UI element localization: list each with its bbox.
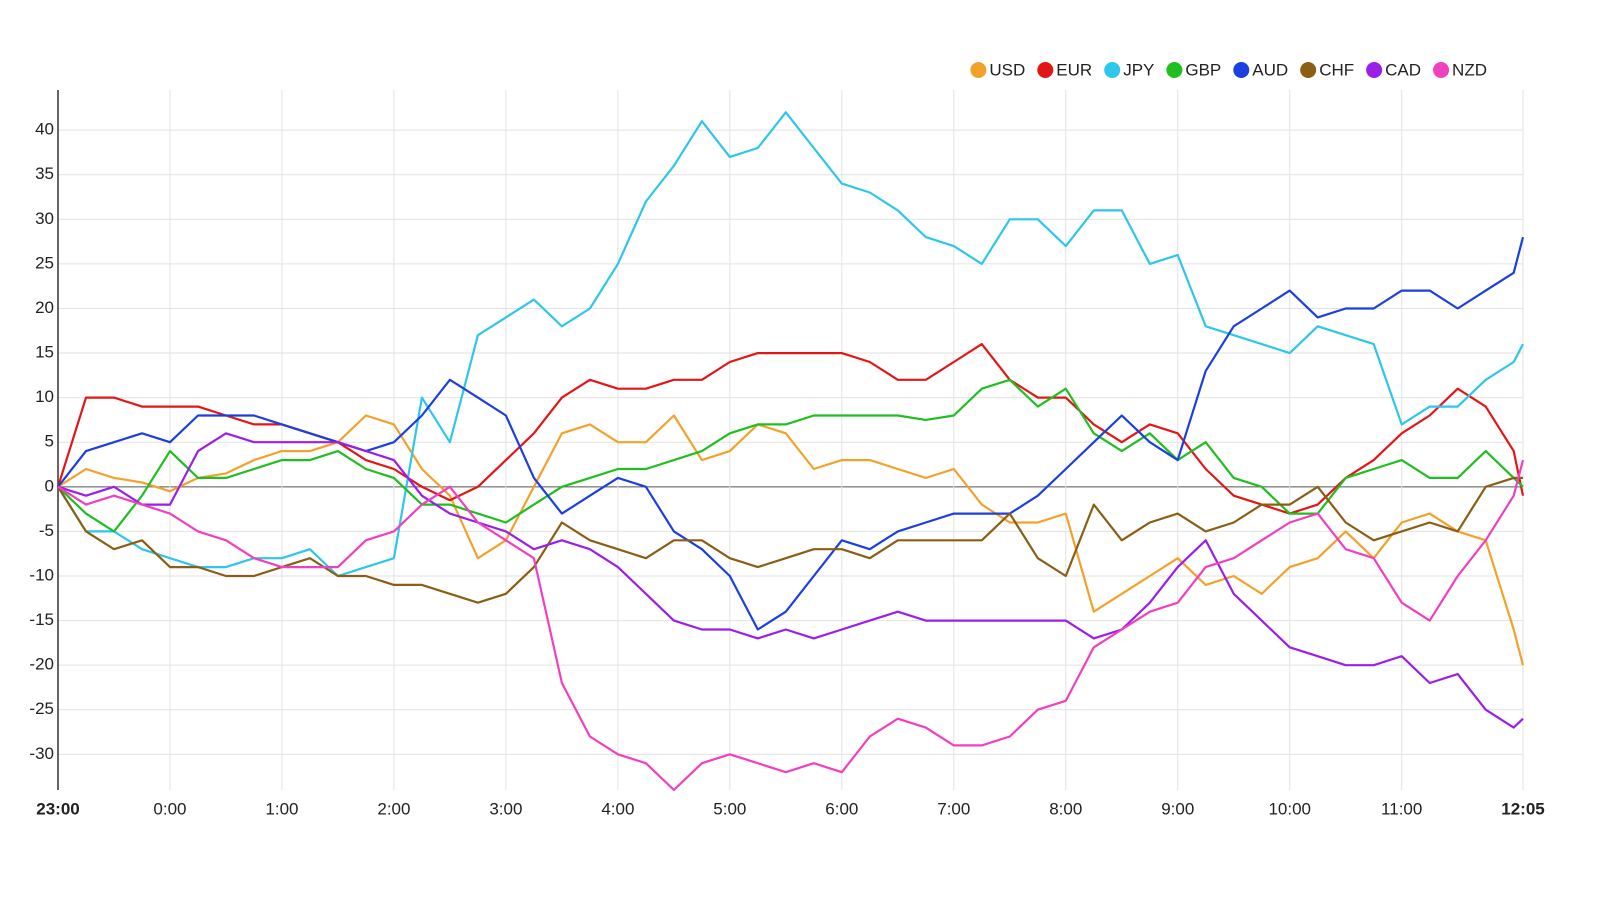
legend-marker [1104, 62, 1121, 78]
y-tick-label: 20 [35, 298, 54, 317]
legend-marker [970, 62, 987, 78]
legend-label: CHF [1319, 60, 1354, 79]
y-tick-label: -10 [29, 565, 54, 584]
x-tick-label: 10:00 [1268, 799, 1311, 818]
x-tick-label: 1:00 [265, 799, 298, 818]
y-tick-label: 15 [35, 343, 54, 362]
series-line [57, 459, 1525, 792]
y-tick-label: 10 [35, 387, 54, 406]
legend-label: NZD [1452, 60, 1487, 79]
x-tick-label: 11:00 [1381, 799, 1422, 818]
x-tick-label: 7:00 [937, 799, 970, 818]
series-line [57, 432, 1524, 729]
series-line [57, 378, 1524, 533]
legend-label: AUD [1252, 60, 1288, 79]
series-line [57, 476, 1523, 604]
series-line [57, 414, 1525, 666]
legend-marker [1166, 62, 1183, 78]
series-line [57, 236, 1525, 631]
y-tick-label: -15 [29, 610, 54, 629]
y-tick-label: 25 [35, 253, 54, 272]
x-tick-label: 2:00 [377, 799, 410, 818]
x-tick-label: 0:00 [153, 799, 186, 818]
y-tick-label: 5 [45, 432, 54, 451]
legend-marker [1037, 62, 1054, 78]
y-tick-label: -20 [29, 655, 54, 674]
x-tick-label: 12:05 [1501, 799, 1544, 818]
legend-label: EUR [1056, 60, 1092, 79]
y-tick-label: 40 [35, 120, 54, 139]
legend-label: CAD [1385, 60, 1421, 79]
y-tick-label: -30 [29, 744, 54, 763]
legend-label: USD [989, 60, 1025, 79]
x-tick-label: 23:00 [36, 799, 79, 818]
series-line [57, 111, 1524, 578]
x-tick-label: 4:00 [601, 799, 634, 818]
x-tick-label: 6:00 [825, 799, 858, 818]
series-line [56, 343, 1525, 515]
y-tick-label: 0 [45, 476, 54, 495]
y-tick-label: -5 [39, 521, 54, 540]
y-tick-label: 35 [35, 164, 54, 183]
legend-marker [1300, 62, 1317, 78]
legend-label: JPY [1123, 60, 1154, 79]
x-tick-label: 8:00 [1049, 799, 1082, 818]
y-tick-label: 30 [35, 209, 54, 228]
legend-marker [1433, 62, 1450, 78]
x-tick-label: 9:00 [1161, 799, 1194, 818]
x-tick-label: 3:00 [489, 799, 522, 818]
legend-marker [1233, 62, 1250, 78]
y-tick-label: -25 [29, 699, 54, 718]
legend-label: GBP [1185, 60, 1221, 79]
legend-marker [1366, 62, 1383, 78]
x-tick-label: 5:00 [713, 799, 746, 818]
